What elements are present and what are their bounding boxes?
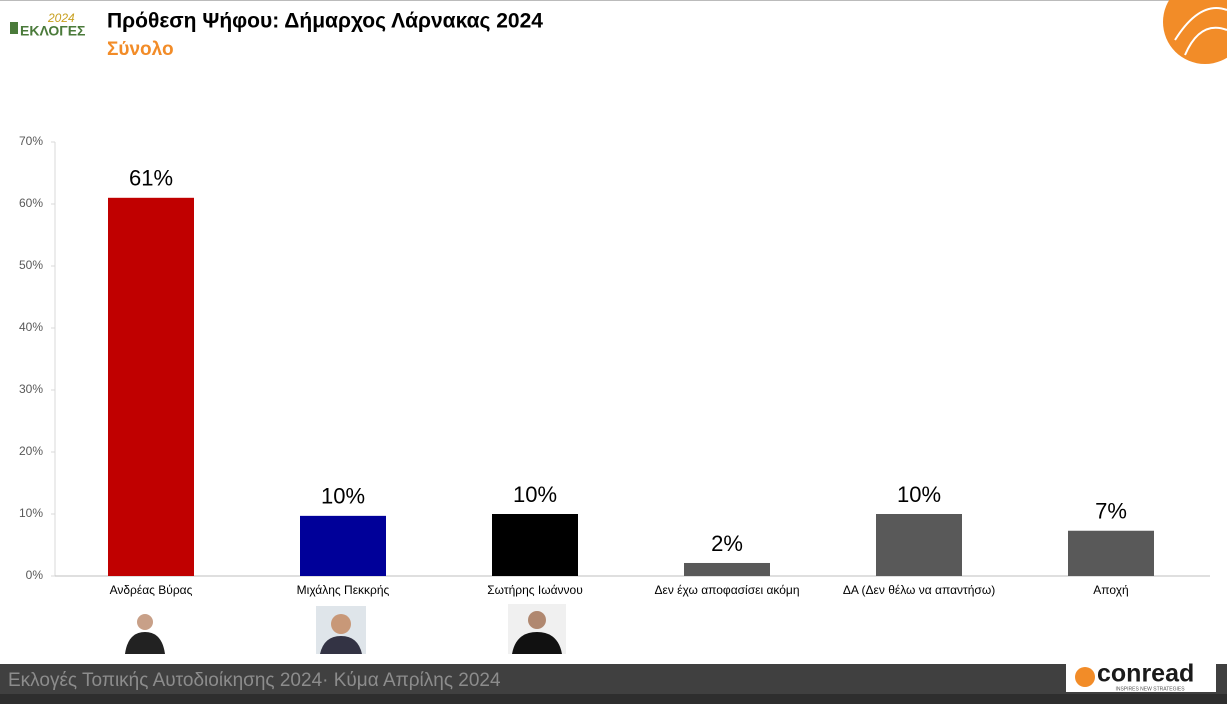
x-tick-label: Δεν έχω αποφασίσει ακόμη — [654, 583, 799, 597]
bar — [876, 514, 962, 576]
brand-name: conread — [1097, 660, 1194, 688]
y-tick-label: 20% — [19, 444, 43, 458]
x-tick-label: Αποχή — [1093, 583, 1128, 597]
bar — [1068, 530, 1154, 576]
photo-body — [512, 632, 562, 654]
corner-decoration-lines — [1174, 7, 1227, 56]
logo-icon — [10, 22, 18, 34]
bar — [300, 515, 386, 576]
brand-tagline: INSPIRES NEW STRATEGIES — [1115, 686, 1185, 692]
footer-text: Εκλογές Τοπικής Αυτοδιοίκησης 2024· Κύμα… — [8, 670, 501, 691]
x-tick-label: Ανδρέας Βύρας — [110, 583, 193, 597]
y-tick-label: 10% — [19, 506, 43, 520]
chart-subtitle: Σύνολο — [107, 39, 174, 60]
corner-decoration — [1163, 0, 1227, 64]
y-tick-label: 60% — [19, 196, 43, 210]
photo-face — [137, 614, 153, 630]
y-tick-label: 0% — [26, 568, 44, 582]
x-tick-label: Μιχάλης Πεκκρής — [297, 583, 390, 597]
x-tick-label: ΔΑ (Δεν θέλω να απαντήσω) — [843, 583, 995, 597]
y-tick-label: 30% — [19, 382, 43, 396]
brand-icon — [1075, 667, 1095, 687]
y-tick-label: 40% — [19, 320, 43, 334]
photo-face — [331, 614, 351, 634]
bar — [684, 562, 770, 576]
photo-face — [528, 611, 546, 629]
value-label: 7% — [1095, 499, 1127, 524]
value-label: 2% — [711, 531, 743, 556]
value-label: 10% — [897, 482, 941, 507]
y-tick-label: 70% — [19, 134, 43, 148]
logo-year: 2024 — [47, 11, 75, 25]
photo-body — [125, 632, 165, 654]
bar — [492, 514, 578, 576]
logo-text: ΕΚΛΟΓΕΣ — [20, 23, 85, 39]
photo-body — [320, 636, 362, 654]
x-tick-label: Σωτήρης Ιωάννου — [487, 583, 583, 597]
bar — [108, 197, 194, 577]
value-label: 10% — [513, 482, 557, 507]
value-label: 61% — [129, 166, 173, 191]
value-label: 10% — [321, 484, 365, 509]
candidate-photos — [120, 604, 566, 654]
y-tick-label: 50% — [19, 258, 43, 272]
footer-strip — [0, 694, 1227, 704]
chart-title: Πρόθεση Ψήφου: Δήμαρχος Λάρνακας 2024 — [107, 10, 543, 33]
